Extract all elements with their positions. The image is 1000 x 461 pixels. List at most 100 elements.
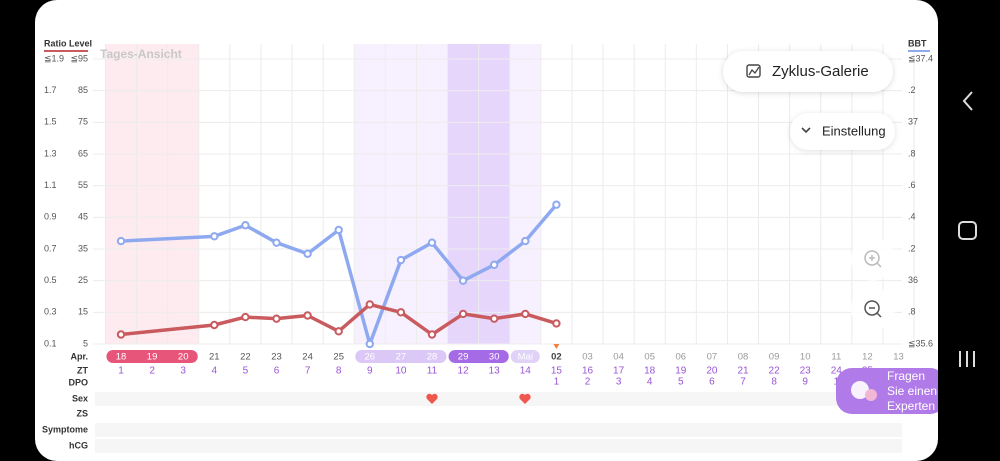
zt-label: 17 xyxy=(613,366,625,377)
y-tick-label: 0.1 xyxy=(44,338,57,348)
zt-label: 21 xyxy=(737,366,749,377)
heart xyxy=(426,393,438,404)
view-label: Tages-Ansicht xyxy=(100,47,182,61)
x-tick-label: 19 xyxy=(147,352,158,363)
zt-label: 19 xyxy=(675,366,687,377)
y3-tick-label: 35 xyxy=(78,243,88,253)
zt-label: 22 xyxy=(769,366,781,377)
y2-tick-label: ≦37.4 xyxy=(908,53,933,63)
x-tick-label: 03 xyxy=(582,352,593,363)
expert-text[interactable]: Sie einen xyxy=(887,384,937,398)
y-tick-label: 0.7 xyxy=(44,243,57,253)
data-point xyxy=(303,311,312,320)
zoom-in[interactable] xyxy=(851,237,895,281)
gallery-button-bg[interactable] xyxy=(723,51,893,92)
zoom-out[interactable] xyxy=(851,287,895,331)
zt-label: 23 xyxy=(800,366,812,377)
x-tick-label: 20 xyxy=(178,352,189,363)
zt-label: 5 xyxy=(243,366,249,377)
y2-tick-label: ≦35.6 xyxy=(908,338,933,348)
y3-tick-label: 75 xyxy=(78,117,88,127)
data-point xyxy=(490,314,499,323)
x-tick-label: 10 xyxy=(800,352,811,363)
y3-tick-label: 65 xyxy=(78,148,88,158)
data-point xyxy=(303,249,312,258)
data-point xyxy=(490,260,499,270)
expert-icon xyxy=(851,381,869,399)
x-tick-label: 24 xyxy=(302,352,313,363)
y3-tick-label: 45 xyxy=(78,212,88,222)
x-tick-label: 30 xyxy=(489,352,500,363)
settings-button[interactable]: Einstellung xyxy=(790,113,895,150)
expert-icon-2 xyxy=(865,389,877,401)
row-label: Symptome xyxy=(42,424,88,434)
date-pill xyxy=(355,350,447,363)
plot xyxy=(116,200,561,349)
x-tick-label: 21 xyxy=(209,352,220,363)
y2-tick-label: .8 xyxy=(908,307,916,317)
nav-recent[interactable] xyxy=(959,351,975,367)
zt-label: 11 xyxy=(427,366,438,377)
zoom-in-icon xyxy=(864,250,880,266)
x-tick-label: 11 xyxy=(831,352,841,363)
data-point xyxy=(210,320,219,330)
settings-label[interactable]: Einstellung xyxy=(822,123,886,138)
zt-label: 20 xyxy=(706,366,718,377)
today-marker xyxy=(553,344,560,349)
data-point xyxy=(458,276,468,285)
zt-label: 24 xyxy=(831,366,843,377)
nav-back[interactable] xyxy=(962,91,973,111)
phase-band xyxy=(354,44,448,344)
zoom-out-minus xyxy=(869,307,882,318)
x-tick-label: 07 xyxy=(707,352,718,363)
y3-tick-label: 25 xyxy=(78,275,88,285)
zt-label: 14 xyxy=(520,366,532,377)
y-tick-label: 0.9 xyxy=(44,212,57,222)
expert-text[interactable]: Fragen xyxy=(887,369,925,383)
zt-label: 9 xyxy=(367,366,373,377)
zt-label: 12 xyxy=(458,366,470,377)
data-point xyxy=(365,339,374,349)
zoom-in-bg[interactable] xyxy=(851,237,895,281)
left-axis-title: Ratio Level xyxy=(44,38,92,48)
gallery-button[interactable]: Zyklus-Galerie xyxy=(723,51,893,92)
x-tick-label: 23 xyxy=(271,352,282,363)
data-point xyxy=(116,236,126,246)
expert-bg[interactable] xyxy=(836,368,946,414)
heart xyxy=(519,393,531,404)
zt-label: 6 xyxy=(274,366,280,377)
dpo-label: 1 xyxy=(554,377,560,388)
expert-button[interactable]: Fragen Sie einen Experten xyxy=(836,368,946,414)
dpo-label: 2 xyxy=(585,377,591,388)
data-point xyxy=(365,300,374,309)
gallery-label[interactable]: Zyklus-Galerie xyxy=(772,63,869,80)
zoom-out-icon xyxy=(864,300,880,316)
y-tick-label: 1.3 xyxy=(44,148,57,158)
date-pill xyxy=(106,350,198,363)
phase-band xyxy=(509,44,541,344)
dpo-label: 3 xyxy=(616,377,622,388)
y-tick-label: 0.5 xyxy=(44,275,57,285)
row-label: DPO xyxy=(68,377,88,387)
settings-button-bg[interactable] xyxy=(790,113,895,150)
zt-label: 15 xyxy=(551,366,563,377)
x-tick-label: 06 xyxy=(676,352,687,363)
nav-home[interactable] xyxy=(958,221,977,240)
y-tick-label: 1.1 xyxy=(44,180,57,190)
zt-label: 8 xyxy=(336,366,342,377)
gallery-icon xyxy=(746,64,761,78)
gallery-icon-line xyxy=(748,66,760,76)
row-label: hCG xyxy=(69,440,88,450)
zt-label: 2 xyxy=(149,366,155,377)
data-point xyxy=(458,309,468,319)
expert-text[interactable]: Experten xyxy=(887,399,935,413)
y3-tick-label: 85 xyxy=(78,85,88,95)
x-tick-label: 12 xyxy=(862,352,873,363)
y3-tick-label: 15 xyxy=(78,307,88,317)
dpo-label: 8 xyxy=(771,377,777,388)
zt-label: 3 xyxy=(180,366,186,377)
zt-label: 16 xyxy=(582,366,594,377)
nav-bar xyxy=(938,0,1000,461)
zoom-out-bg[interactable] xyxy=(851,287,895,331)
